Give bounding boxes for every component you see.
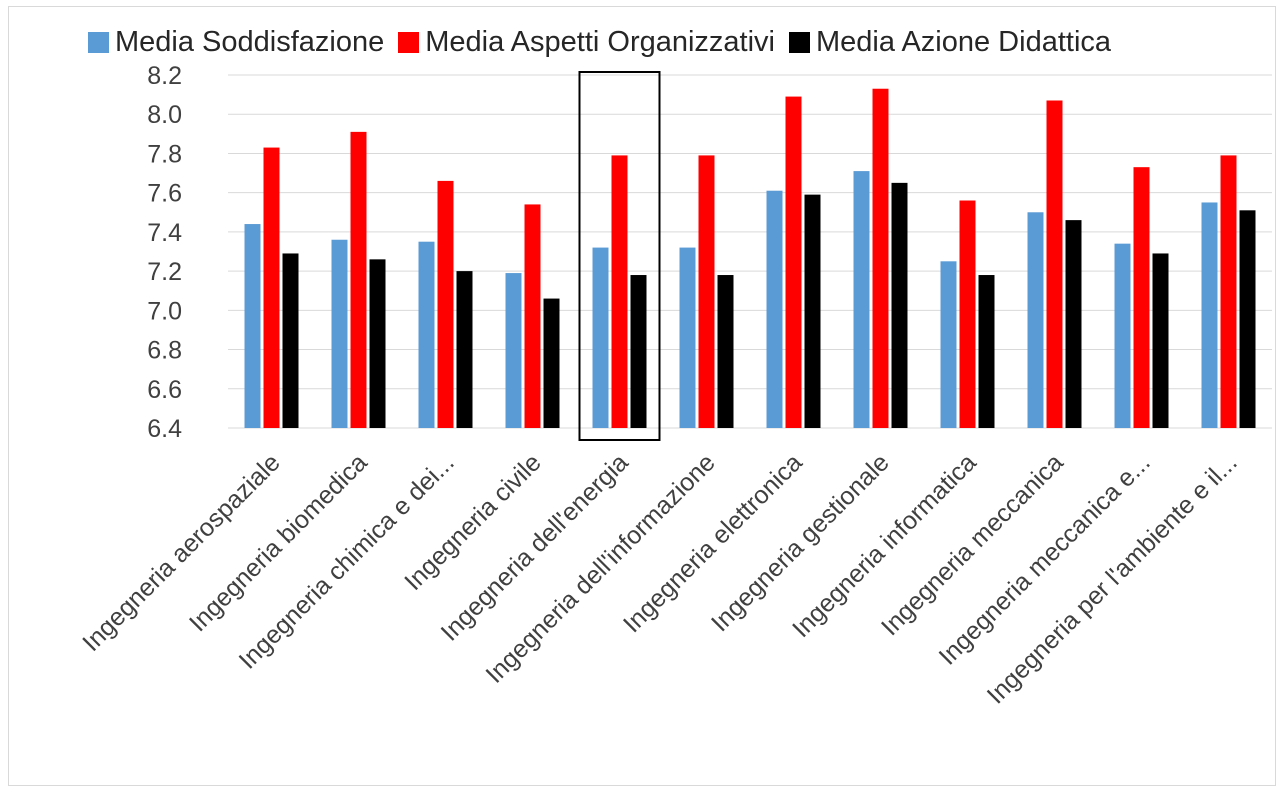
y-tick-label: 6.6 xyxy=(147,376,182,404)
bar-aspetti-organizzativi xyxy=(263,147,280,429)
bar-azione-didattica xyxy=(1065,220,1082,428)
y-tick-label: 6.8 xyxy=(147,337,182,365)
bar-aspetti-organizzativi xyxy=(959,200,976,428)
legend-label-aspetti-organizzativi: Media Aspetti Organizzativi xyxy=(425,26,776,58)
bar-soddisfazione xyxy=(1201,202,1218,428)
bar-aspetti-organizzativi xyxy=(437,180,454,428)
bar-azione-didattica xyxy=(369,259,386,428)
legend-item-aspetti-organizzativi: Media Aspetti Organizzativi xyxy=(398,26,775,59)
y-tick-label: 8.2 xyxy=(147,62,182,90)
chart-legend: Media Soddisfazione Media Aspetti Organi… xyxy=(88,26,1111,59)
legend-swatch-soddisfazione xyxy=(88,32,109,53)
bar-aspetti-organizzativi xyxy=(1133,167,1150,428)
y-tick-label: 7.4 xyxy=(147,219,182,247)
legend-item-soddisfazione: Media Soddisfazione xyxy=(88,26,384,59)
bar-soddisfazione xyxy=(853,171,870,428)
legend-swatch-azione-didattica xyxy=(789,32,811,53)
bar-azione-didattica xyxy=(543,298,560,428)
bar-aspetti-organizzativi xyxy=(524,204,541,428)
bar-soddisfazione xyxy=(331,239,348,428)
highlight-box xyxy=(578,71,661,441)
bar-aspetti-organizzativi xyxy=(698,155,715,428)
bar-soddisfazione xyxy=(1027,212,1044,428)
y-tick-label: 8.0 xyxy=(147,101,182,129)
bar-soddisfazione xyxy=(679,247,696,428)
bar-azione-didattica xyxy=(630,275,647,428)
bar-azione-didattica xyxy=(1239,210,1256,428)
y-tick-label: 6.4 xyxy=(147,415,182,443)
bar-azione-didattica xyxy=(804,194,821,428)
bar-aspetti-organizzativi xyxy=(785,96,802,429)
bar-soddisfazione xyxy=(505,273,522,428)
bar-soddisfazione xyxy=(592,247,609,428)
bar-azione-didattica xyxy=(978,275,995,428)
legend-item-azione-didattica: Media Azione Didattica xyxy=(789,26,1111,59)
y-tick-label: 7.0 xyxy=(147,297,182,325)
bar-azione-didattica xyxy=(1152,253,1169,428)
bar-soddisfazione xyxy=(244,224,261,428)
bar-aspetti-organizzativi xyxy=(872,88,889,428)
bar-azione-didattica xyxy=(456,271,473,428)
bar-soddisfazione xyxy=(418,241,435,428)
bar-azione-didattica xyxy=(717,275,734,428)
y-tick-label: 7.8 xyxy=(147,140,182,168)
bar-aspetti-organizzativi xyxy=(1046,100,1063,428)
legend-label-soddisfazione: Media Soddisfazione xyxy=(115,26,385,58)
bar-soddisfazione xyxy=(766,190,783,428)
bar-aspetti-organizzativi xyxy=(350,131,367,428)
bar-azione-didattica xyxy=(282,253,299,428)
y-tick-label: 7.6 xyxy=(147,180,182,208)
bar-azione-didattica xyxy=(891,182,908,428)
y-tick-label: 7.2 xyxy=(147,258,182,286)
legend-swatch-aspetti-organizzativi xyxy=(398,32,420,53)
bar-aspetti-organizzativi xyxy=(611,155,628,428)
bar-soddisfazione xyxy=(1114,243,1131,428)
bar-aspetti-organizzativi xyxy=(1220,155,1237,428)
bar-soddisfazione xyxy=(940,261,957,428)
legend-label-azione-didattica: Media Azione Didattica xyxy=(816,26,1112,58)
